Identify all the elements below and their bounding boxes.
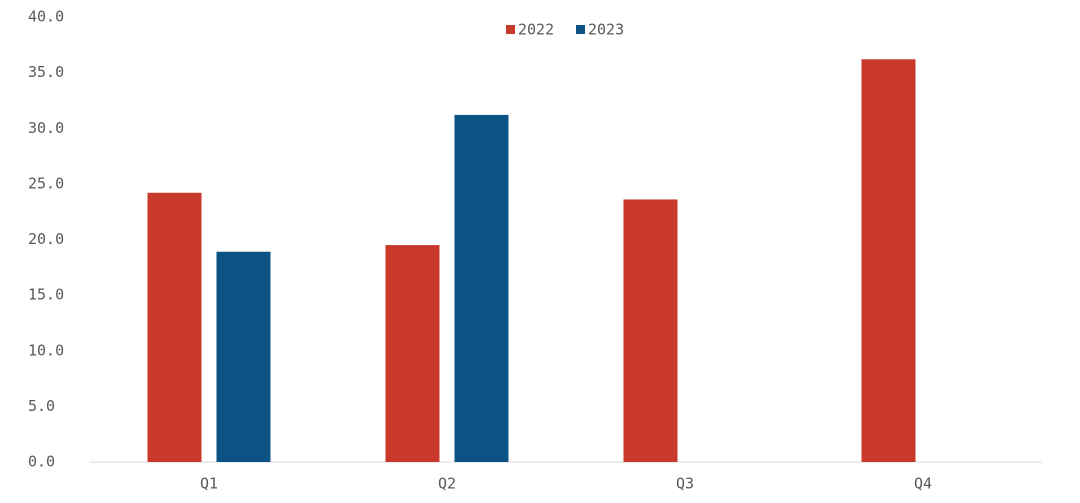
legend-label: 2023 (588, 21, 624, 39)
bar (454, 114, 509, 463)
bar (861, 59, 916, 463)
y-tick-label: 10.0 (28, 341, 64, 359)
y-tick-label: 25.0 (28, 174, 64, 192)
bar (216, 251, 271, 462)
x-tick-label: Q2 (438, 475, 456, 493)
x-tick-label: Q1 (200, 475, 218, 493)
y-tick-label: 20.0 (28, 230, 64, 248)
x-tick-label: Q4 (914, 475, 932, 493)
legend-swatch (506, 25, 515, 34)
bar (147, 192, 202, 462)
bar (385, 245, 440, 462)
y-tick-label: 0.0 (28, 453, 55, 471)
y-tick-label: 35.0 (28, 63, 64, 81)
y-tick-label: 30.0 (28, 119, 64, 137)
x-tick-label: Q3 (676, 475, 694, 493)
y-tick-label: 40.0 (28, 8, 64, 26)
y-tick-label: 15.0 (28, 286, 64, 304)
bar (623, 199, 678, 462)
y-tick-label: 5.0 (28, 397, 55, 415)
legend-swatch (576, 25, 585, 34)
legend-label: 2022 (518, 21, 554, 39)
